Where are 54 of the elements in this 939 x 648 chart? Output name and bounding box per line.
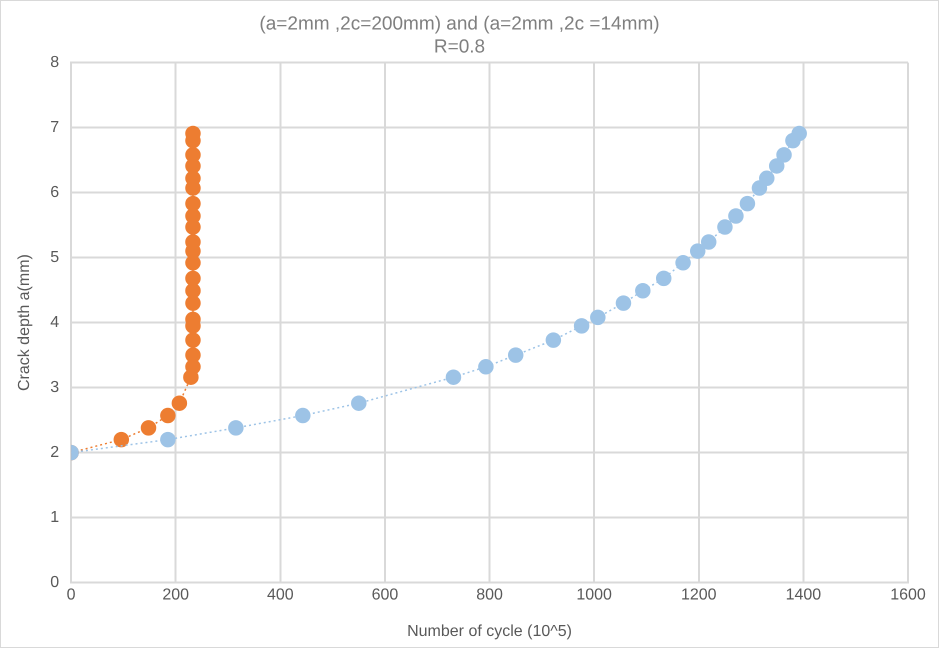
point [717,219,733,235]
point [508,347,524,363]
point [616,295,632,311]
point [546,332,562,348]
point [574,318,590,334]
point [728,208,744,224]
x-tick-label: 800 [476,586,503,604]
y-tick-label: 6 [50,184,60,202]
point [172,395,188,411]
point [185,196,201,212]
y-tick-label: 1 [50,509,60,526]
point [185,347,201,363]
x-tick-label: 400 [266,586,294,604]
x-tick-label: 1200 [680,586,717,604]
point [590,310,606,326]
point [351,395,367,411]
point [160,432,176,448]
x-tick-label: 1400 [786,586,822,604]
point [635,283,651,298]
y-tick-label: 4 [50,314,60,332]
y-tick-label: 8 [50,54,60,72]
y-tick-label: 5 [50,249,60,266]
x-tick-label: 1600 [890,586,926,604]
x-tick-label: 0 [66,586,76,604]
point [185,332,201,348]
point [656,270,672,286]
point [478,359,494,375]
point [160,408,176,424]
point [740,196,756,212]
x-tick-label: 600 [372,586,398,604]
point [768,158,784,174]
x-axis-title: Number of cycle (10^5) [407,622,572,640]
y-tick-label: 7 [50,119,60,136]
point [295,408,311,424]
chart-subtitle: R=0.8 [434,36,486,58]
point [675,255,691,271]
point [700,234,716,250]
point [759,170,775,186]
y-axis-title: Crack depth a(mm) [16,254,34,392]
point [185,283,201,298]
point [791,126,807,142]
y-tick-label: 0 [50,574,60,592]
x-tick-label: 1000 [576,586,612,604]
point [185,270,201,286]
x-tick-label: 200 [162,586,190,604]
y-tick-label: 3 [50,379,60,396]
point [776,147,792,163]
point [446,369,462,385]
point [228,420,244,436]
point [690,243,706,259]
y-tick-label: 2 [50,444,60,462]
point [140,420,156,436]
chart-title: (a=2mm ,2c=200mm) and (a=2mm ,2c =14mm) [259,14,660,35]
point [114,432,130,448]
